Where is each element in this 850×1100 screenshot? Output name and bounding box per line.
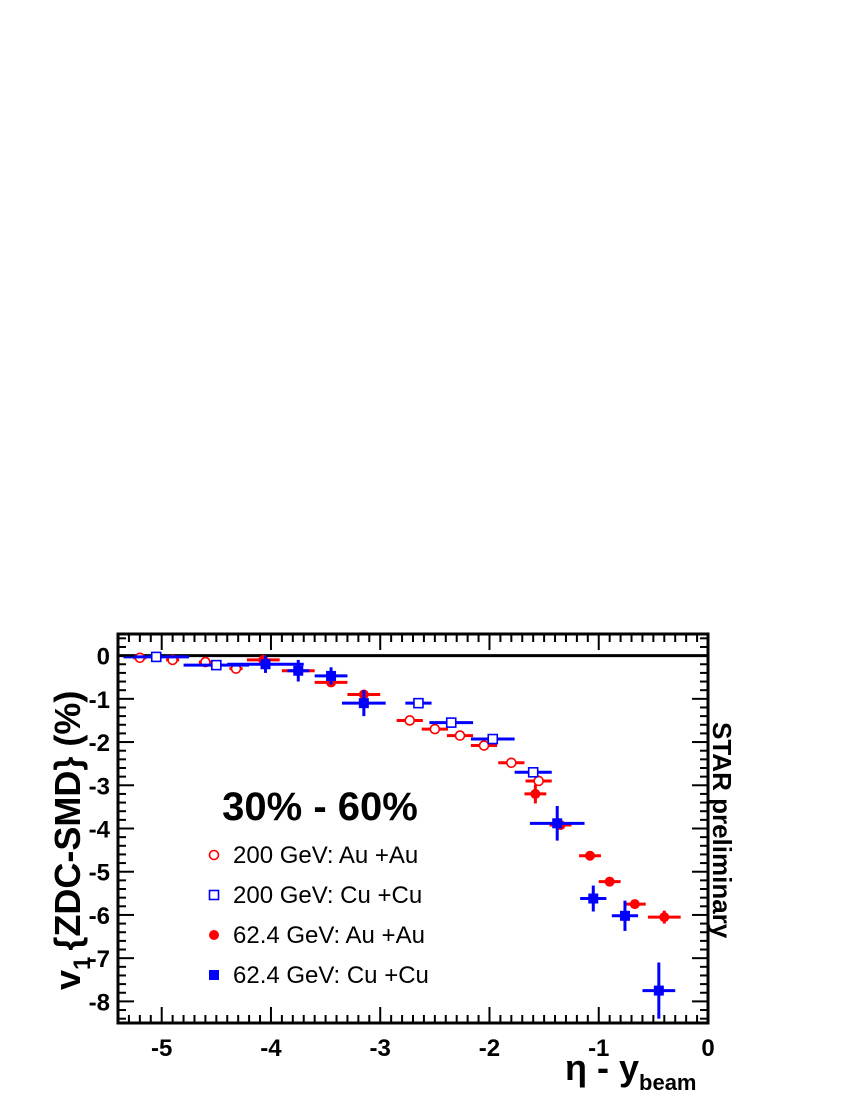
y-tick-label: -4 (89, 817, 111, 844)
x-tick-label: -4 (260, 1035, 282, 1062)
data-point (446, 730, 474, 741)
point-marker (530, 788, 541, 799)
y-axis-label-main: v (47, 970, 88, 990)
legend-item: 200 GeV: Cu +Cu (208, 882, 422, 909)
data-point (498, 757, 525, 769)
data-point (579, 850, 601, 861)
x-axis-label-main: η - y (565, 1047, 639, 1088)
data-point (642, 962, 676, 1019)
x-axis-label: η - ybeam (565, 1047, 697, 1095)
x-tick-label: -2 (479, 1035, 500, 1062)
data-point (429, 717, 474, 728)
data-point (623, 899, 646, 910)
data-point (470, 733, 515, 745)
legend-label: 200 GeV: Cu +Cu (233, 882, 422, 909)
point-marker (588, 893, 599, 904)
data-point (227, 655, 304, 673)
x-tick-label: -3 (370, 1035, 391, 1062)
point-marker (659, 912, 670, 923)
legend-label: 62.4 GeV: Cu +Cu (233, 962, 429, 989)
point-marker (445, 717, 457, 728)
y-axis-label-rest: {ZDC-SMD} (%) (47, 691, 88, 951)
point-marker (413, 697, 424, 709)
y-tick-label: -8 (89, 989, 110, 1016)
legend-marker (209, 970, 219, 980)
point-marker (506, 757, 517, 769)
data-point (314, 667, 348, 685)
point-marker (585, 850, 595, 861)
data-point (123, 651, 190, 663)
data-point (405, 697, 432, 709)
data-point (611, 900, 639, 931)
y-tick-label: -2 (89, 730, 110, 757)
point-marker (653, 985, 664, 996)
point-marker (533, 775, 544, 787)
y-axis-label: v1 {ZDC-SMD} (%) (47, 691, 96, 990)
point-marker (552, 818, 563, 829)
point-marker (293, 665, 304, 676)
point-marker (604, 876, 615, 887)
legend-marker (208, 849, 220, 861)
x-tick-label: -5 (151, 1035, 172, 1062)
y-tick-label: -5 (89, 860, 110, 887)
data-points-layer (123, 651, 681, 1019)
data-point (198, 656, 212, 668)
data-point (341, 690, 386, 717)
legend-label: 200 GeV: Au +Au (233, 842, 418, 869)
data-point (470, 740, 498, 751)
data-point (524, 784, 547, 804)
tick-labels: -5 -4 -3 -2 -1 0 0 -1 -2 -3 -4 -5 -6 -7 -8 (89, 644, 715, 1062)
data-point (580, 885, 607, 912)
point-marker (211, 659, 222, 671)
legend-item: 62.4 GeV: Cu +Cu (209, 962, 429, 989)
data-point (287, 659, 310, 682)
data-point (598, 876, 621, 887)
point-marker (454, 730, 466, 741)
point-marker (429, 723, 441, 735)
data-point (396, 715, 423, 726)
y-tick-label: -1 (89, 687, 110, 714)
y-tick-label: -7 (89, 946, 110, 973)
data-point (529, 806, 585, 841)
point-marker (150, 651, 162, 663)
legend-label: 62.4 GeV: Au +Au (233, 922, 425, 949)
data-point (514, 767, 552, 778)
point-marker (527, 767, 539, 778)
point-marker (478, 740, 490, 751)
point-marker (487, 733, 499, 745)
x-tick-label: 0 (701, 1035, 714, 1062)
point-marker (260, 659, 271, 670)
data-point (647, 910, 681, 924)
legend: 200 GeV: Au +Au 200 GeV: Cu +Cu 62.4 GeV: … (208, 842, 429, 989)
series-3 (227, 655, 676, 1019)
legend-marker (208, 889, 220, 901)
x-tick-label: -1 (588, 1035, 609, 1062)
y-tick-label: -6 (89, 903, 110, 930)
point-marker (404, 715, 416, 726)
point-marker (358, 698, 369, 709)
y-tick-label: -3 (89, 773, 110, 800)
legend-item: 200 GeV: Au +Au (208, 842, 418, 869)
data-point (525, 775, 552, 787)
point-marker (619, 910, 630, 921)
chart-title: 30% - 60% (222, 785, 418, 829)
point-marker (629, 899, 640, 910)
series-0 (133, 652, 552, 787)
side-label: STAR preliminary (707, 722, 737, 939)
legend-item: 62.4 GeV: Au +Au (209, 922, 425, 949)
x-axis-label-sub: beam (639, 1070, 696, 1095)
axis-ticks (117, 634, 709, 1023)
data-point (421, 723, 448, 735)
point-marker (326, 670, 337, 681)
y-tick-label: 0 (97, 644, 110, 671)
y-axis-label-sub: 1 (69, 957, 96, 970)
series-1 (123, 651, 552, 778)
legend-marker (209, 930, 219, 940)
